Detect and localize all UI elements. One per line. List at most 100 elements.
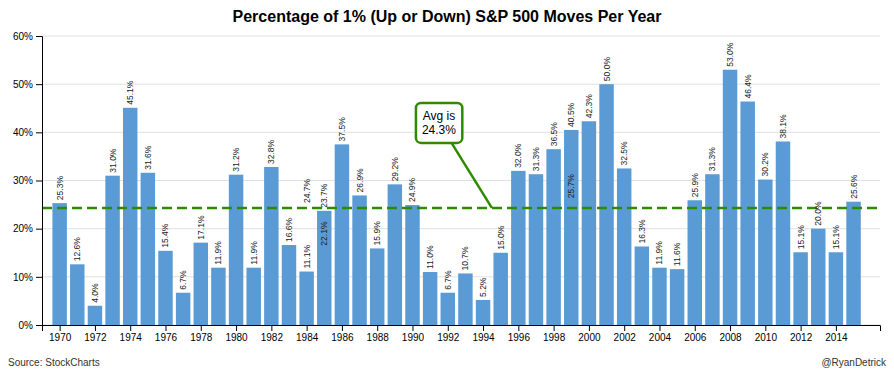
x-tick-label: 1982: [261, 332, 284, 343]
data-label: 11.1%: [302, 245, 312, 269]
x-tick: 1986: [331, 325, 354, 343]
data-label: 32.5%: [619, 141, 629, 166]
y-tick: 10%: [13, 272, 42, 283]
grid-line: [42, 36, 880, 37]
bar: [688, 200, 702, 325]
data-label: 11.9%: [654, 241, 664, 265]
x-tick: 2000: [578, 325, 601, 343]
data-label: 15.0%: [496, 225, 506, 250]
y-tick: 20%: [13, 223, 42, 234]
x-tick: 1980: [225, 325, 248, 343]
y-tick: 30%: [13, 175, 42, 186]
bar: [52, 203, 66, 325]
y-tick-mark: [36, 181, 42, 182]
data-label: 25.3%: [55, 176, 65, 201]
data-label: 32.8%: [266, 139, 276, 164]
y-tick-mark: [36, 84, 42, 85]
x-tick-mark: [412, 325, 413, 331]
data-label: 10.7%: [460, 246, 470, 271]
y-tick-label: 60%: [13, 31, 33, 42]
data-label: 17.1%: [196, 215, 206, 240]
x-tick: 1978: [190, 325, 213, 343]
x-tick: 1976: [155, 325, 178, 343]
bar: [70, 264, 84, 325]
data-label: 24.9%: [407, 178, 417, 203]
data-label: 15.1%: [796, 225, 806, 250]
x-tick: 1988: [367, 325, 390, 343]
x-tick-mark: [518, 325, 519, 331]
x-tick: 1996: [508, 325, 531, 343]
x-tick-mark: [307, 325, 308, 331]
data-label: 20.0%: [813, 201, 823, 226]
x-tick-mark: [730, 325, 731, 331]
bar: [158, 251, 172, 325]
bar: [370, 248, 384, 325]
x-tick-label: 1980: [225, 332, 248, 343]
bar: [352, 195, 366, 325]
x-tick-mark: [659, 325, 660, 331]
bar: [564, 130, 578, 325]
x-tick: 2006: [684, 325, 707, 343]
x-tick-label: 1988: [367, 332, 390, 343]
annotations: 24.7%22.1%25.7%: [302, 174, 577, 246]
y-tick-mark: [36, 229, 42, 230]
x-tick-label: 2014: [825, 332, 848, 343]
average-annotation-box: [416, 103, 462, 143]
x-tick-mark: [271, 325, 272, 331]
bar: [476, 300, 490, 325]
y-tick-mark: [36, 325, 42, 326]
bar: [441, 293, 455, 325]
y-tick-mark: [36, 132, 42, 133]
data-label: 31.3%: [531, 147, 541, 172]
data-label: 29.2%: [390, 157, 400, 182]
bar: [123, 108, 137, 325]
average-annotation: Avg is24.3%: [416, 103, 492, 208]
data-label: 4.0%: [90, 283, 100, 303]
data-label: 11.9%: [249, 241, 259, 265]
x-tick-mark: [554, 325, 555, 331]
bar: [529, 174, 543, 325]
bar: [246, 268, 260, 325]
bar: [493, 253, 507, 325]
x-tick-label: 2008: [719, 332, 742, 343]
y-tick: 60%: [13, 31, 42, 42]
x-tick-mark: [236, 325, 237, 331]
bar: [829, 252, 843, 325]
data-label: 50.0%: [602, 57, 612, 82]
bar: [141, 173, 155, 325]
x-tick-label: 1994: [472, 332, 495, 343]
x-tick-label: 1978: [190, 332, 213, 343]
data-label: 40.5%: [566, 102, 576, 127]
x-tick-label: 2002: [614, 332, 637, 343]
data-label: 15.4%: [160, 223, 170, 248]
average-annotation-text: Avg is24.3%: [422, 109, 456, 137]
annotation-label: 22.1%: [319, 221, 329, 246]
annotation-label: 24.7%: [302, 178, 312, 203]
data-label: 16.6%: [284, 217, 294, 242]
y-tick-label: 50%: [13, 79, 33, 90]
data-label: 30.2%: [760, 152, 770, 177]
data-label: 16.3%: [637, 219, 647, 244]
data-label: 46.4%: [743, 74, 753, 99]
x-tick-label: 1996: [508, 332, 531, 343]
bar: [194, 243, 208, 325]
data-label: 36.5%: [549, 122, 559, 147]
x-tick: 1972: [84, 325, 107, 343]
x-tick-label: 1984: [296, 332, 319, 343]
x-tick-label: 1990: [402, 332, 425, 343]
x-tick-mark: [60, 325, 61, 331]
bar: [105, 176, 119, 325]
average-line: [42, 207, 880, 210]
bar: [635, 246, 649, 325]
data-label: 32.0%: [513, 143, 523, 168]
x-tick-label: 1998: [543, 332, 566, 343]
bar: [458, 273, 472, 325]
bar: [617, 168, 631, 325]
y-tick-label: 30%: [13, 175, 33, 186]
data-label: 25.9%: [690, 173, 700, 198]
x-tick-mark: [589, 325, 590, 331]
bar: [388, 184, 402, 325]
bar: [546, 149, 560, 325]
chart-container: 1970197219741976197819801982198419861988…: [0, 0, 894, 371]
data-label: 5.2%: [478, 277, 488, 297]
